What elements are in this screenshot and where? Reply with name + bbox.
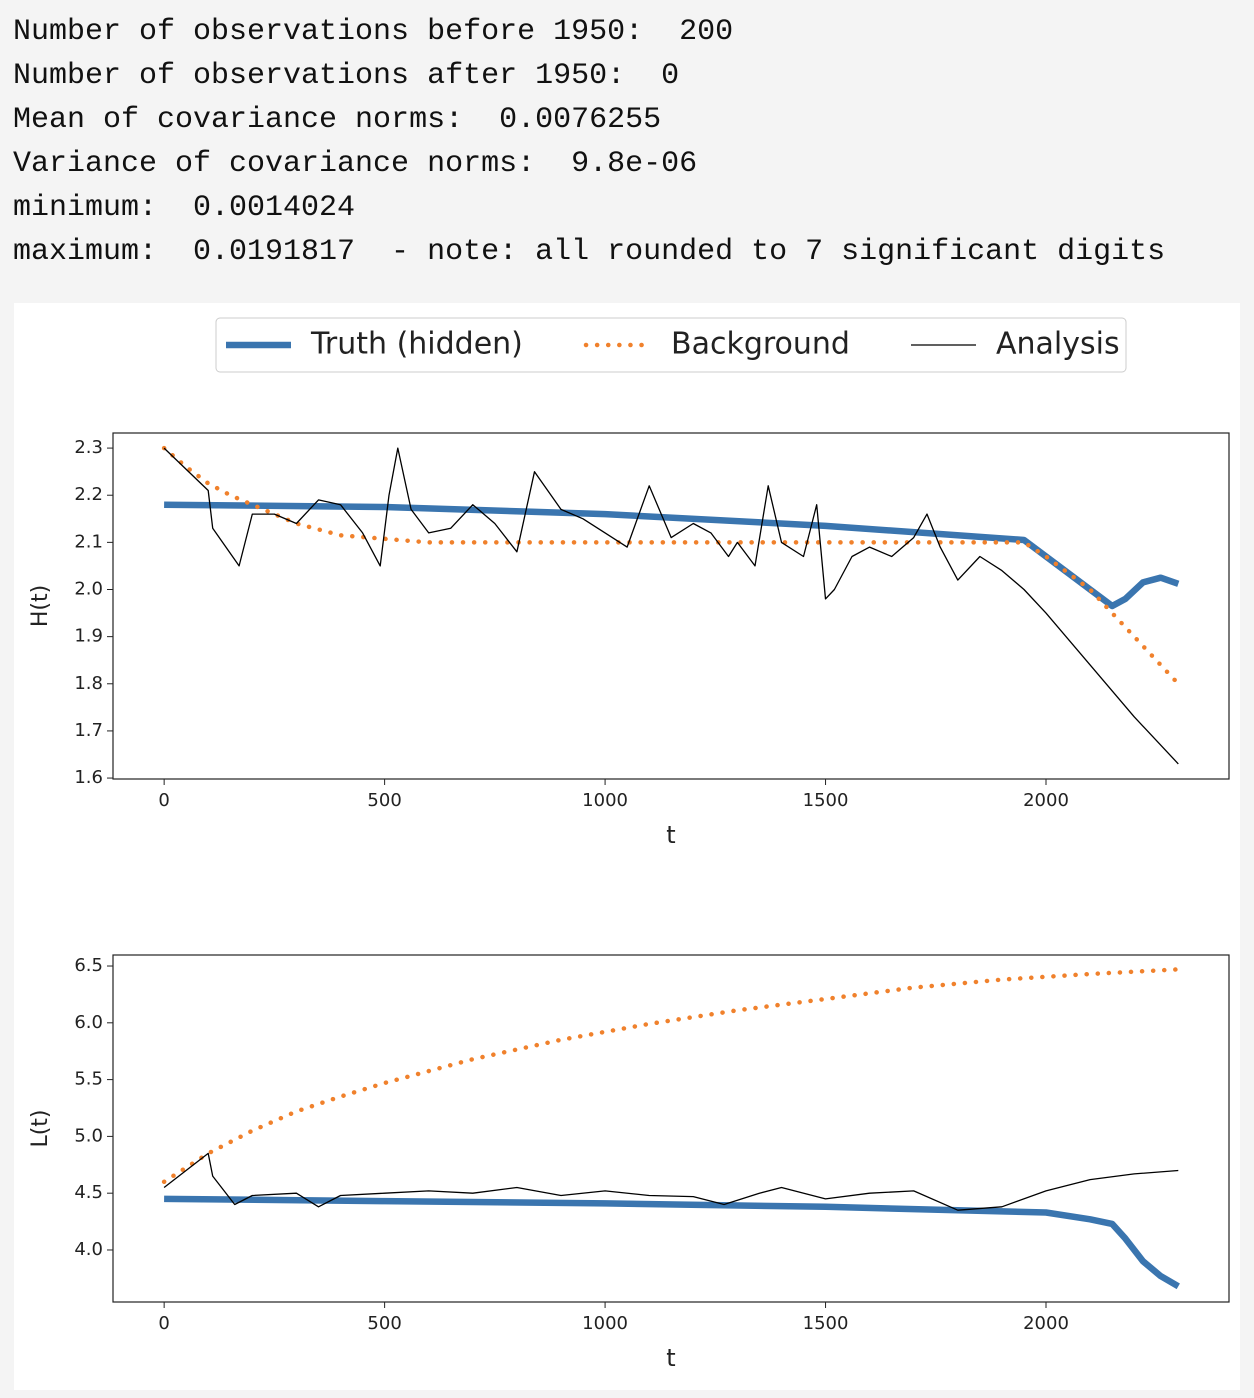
series-line xyxy=(164,501,1180,610)
x-tick-label: 0 xyxy=(158,1313,169,1334)
output-line: Variance of covariance norms: 9.8e-06 xyxy=(13,147,698,181)
series-line xyxy=(164,1195,1180,1290)
y-tick-label: 2.3 xyxy=(74,437,103,458)
x-tick-label: 2000 xyxy=(1023,790,1069,811)
legend-label: Truth (hidden) xyxy=(310,327,523,362)
series-line xyxy=(161,445,1181,687)
y-tick-label: 1.8 xyxy=(74,673,103,694)
output-line: Number of observations after 1950: 0 xyxy=(13,59,680,93)
y-axis-label: L(t) xyxy=(28,1109,53,1147)
y-tick-label: 1.6 xyxy=(74,767,103,788)
y-tick-label: 6.0 xyxy=(74,1012,103,1033)
y-tick-label: 5.5 xyxy=(74,1069,103,1090)
y-tick-label: 5.0 xyxy=(74,1125,103,1146)
series-line xyxy=(163,1152,1179,1211)
series-line xyxy=(163,447,1179,765)
x-tick-label: 500 xyxy=(367,790,401,811)
x-tick-label: 500 xyxy=(367,1313,401,1334)
y-tick-label: 2.0 xyxy=(74,579,103,600)
output-line: Number of observations before 1950: 200 xyxy=(13,15,734,49)
y-tick-label: 1.7 xyxy=(74,720,103,741)
output-line: Mean of covariance norms: 0.0076255 xyxy=(13,103,662,137)
y-tick-label: 4.0 xyxy=(74,1239,103,1260)
plot-area xyxy=(161,967,1181,1290)
legend-label: Background xyxy=(671,327,850,362)
x-tick-label: 2000 xyxy=(1023,1313,1069,1334)
y-tick-label: 2.2 xyxy=(74,484,103,505)
plot-frame xyxy=(112,954,1230,1303)
x-tick-label: 1000 xyxy=(582,790,628,811)
y-tick-label: 2.1 xyxy=(74,531,103,552)
y-axis-label: H(t) xyxy=(28,585,53,627)
legend-label: Analysis xyxy=(996,327,1120,362)
x-axis-label: t xyxy=(666,821,675,849)
legend-box xyxy=(215,317,1127,373)
x-tick-label: 1500 xyxy=(803,790,849,811)
plot-frame xyxy=(112,432,1230,780)
text-output: Number of observations before 1950: 200 N… xyxy=(13,10,1165,274)
x-tick-label: 1000 xyxy=(582,1313,628,1334)
output-line: maximum: 0.0191817 - note: all rounded t… xyxy=(13,235,1166,269)
y-tick-label: 4.5 xyxy=(74,1182,103,1203)
figure: 1.6 1.7 1.8 1.9 2.0 2.1 2.2 2.3 0 500 1000 1500 2000… xyxy=(14,303,1240,1390)
plot-area xyxy=(161,445,1181,765)
x-axis-label: t xyxy=(666,1344,675,1372)
x-tick-label: 1500 xyxy=(803,1313,849,1334)
x-tick-label: 0 xyxy=(158,790,169,811)
y-tick-label: 6.5 xyxy=(74,955,103,976)
series-line xyxy=(161,967,1181,1185)
y-tick-label: 1.9 xyxy=(74,626,103,647)
output-line: minimum: 0.0014024 xyxy=(13,191,356,225)
